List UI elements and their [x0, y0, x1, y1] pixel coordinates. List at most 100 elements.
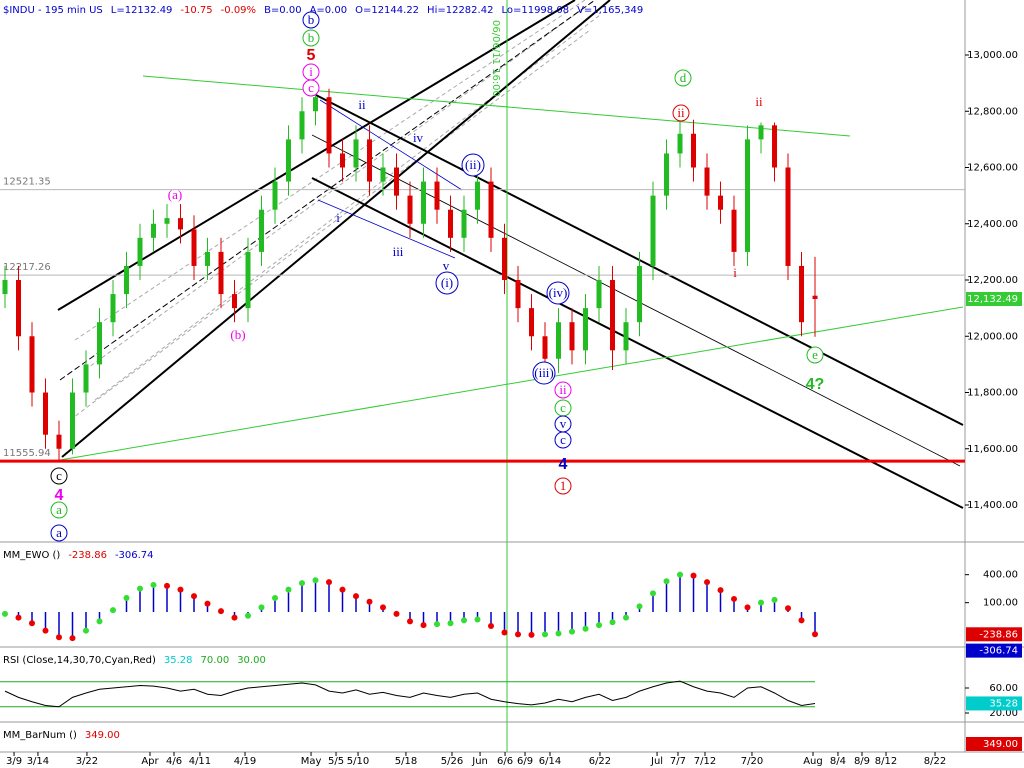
ewo-dot — [96, 618, 103, 625]
wave-label: i — [733, 265, 737, 280]
ewo-dot — [380, 604, 387, 611]
candle-body — [56, 434, 62, 449]
ewo-dot — [758, 599, 765, 606]
y-tick-label: 400.00 — [983, 570, 1018, 581]
x-tick-label: Jul — [650, 756, 663, 767]
ewo-dot — [623, 614, 630, 621]
candle-body — [758, 125, 764, 140]
wave-circle — [461, 153, 485, 177]
ewo-dot — [326, 579, 333, 586]
ewo-dot — [231, 614, 238, 621]
wave-label: (iv) — [549, 285, 568, 300]
header-item: L=12132.49 — [111, 5, 173, 16]
panel-title: MM_EWO () — [3, 550, 60, 561]
wave-circle — [554, 381, 572, 399]
price-tag — [966, 291, 1022, 306]
y-tick-label: 20.00 — [989, 708, 1018, 719]
x-tick-label: 3/22 — [76, 756, 98, 767]
candle-body — [15, 280, 21, 337]
ewo-dot — [28, 620, 35, 627]
candle-body — [204, 251, 210, 266]
candle-body — [367, 139, 373, 182]
wave-label: 4? — [806, 376, 825, 393]
header-item: A=0.00 — [310, 5, 348, 16]
y-tick-label: 12,400.00 — [967, 219, 1018, 230]
ewo-dot — [447, 620, 454, 627]
ewo-dot — [312, 577, 319, 584]
candle-body — [29, 336, 35, 393]
panel-title: RSI (Close,14,30,70,Cyan,Red) — [3, 655, 156, 666]
candle-body — [123, 265, 129, 295]
candle-body — [96, 322, 102, 365]
candle-body — [231, 294, 237, 309]
ewo-dot — [123, 595, 130, 602]
wave-circle — [50, 467, 68, 485]
y-tick-label: 12,200.00 — [967, 275, 1018, 286]
candle-body — [83, 364, 89, 393]
ewo-dot — [285, 586, 292, 593]
x-tick-label: 5/5 — [328, 756, 344, 767]
x-tick-label: Aug — [803, 756, 823, 767]
ewo-dot — [690, 572, 697, 579]
header-item: Lo=11998.08 — [501, 5, 569, 16]
wave-label: 1 — [560, 478, 567, 493]
ewo-dot — [339, 586, 346, 593]
ewo-dot — [190, 593, 197, 600]
header-item: Hi=12282.42 — [427, 5, 493, 16]
wave-label: ii — [677, 105, 685, 120]
level-label: 12521.35 — [3, 177, 51, 188]
ewo-dot — [785, 605, 792, 612]
price-tag-label: 12,132.49 — [967, 294, 1018, 305]
candle-body — [313, 97, 319, 112]
ewo-dot — [217, 608, 224, 615]
channel-dashes — [69, 0, 601, 421]
candle-body — [745, 139, 751, 252]
x-tick-label: 4/11 — [189, 756, 211, 767]
wave-circle — [435, 271, 459, 295]
ewo-dot — [353, 593, 360, 600]
ewo-dot — [69, 635, 76, 642]
x-tick-label: 6/14 — [539, 756, 561, 767]
x-tick-label: 8/22 — [924, 756, 946, 767]
ewo-dot — [650, 590, 657, 597]
header-item: O=12144.22 — [355, 5, 419, 16]
wave-circle — [302, 11, 320, 29]
ewo-dot — [1, 610, 8, 617]
candle-body — [691, 133, 697, 168]
wave-circle — [50, 524, 68, 542]
candle-body — [110, 294, 116, 323]
candle-body — [623, 322, 629, 351]
wedge-upper — [319, 99, 463, 191]
ewo-dot — [515, 631, 522, 638]
down-channel-lower — [311, 177, 964, 509]
ewo-dot — [204, 600, 211, 607]
ewo-dot — [717, 587, 724, 594]
candle-body — [475, 181, 481, 210]
candle-body — [137, 237, 143, 266]
header-item: -10.75 — [180, 5, 212, 16]
candle-body — [272, 181, 278, 210]
wave-circle — [674, 69, 692, 87]
ewo-dot — [366, 598, 373, 605]
candle-body — [704, 167, 710, 196]
down-channel-mid — [311, 134, 961, 467]
ewo-dot — [731, 595, 738, 602]
panel-header: MM_EWO () -238.86 -306.74 — [3, 550, 154, 561]
ewo-dot — [82, 627, 89, 634]
wave-circle — [302, 29, 320, 47]
ewo-dot — [771, 596, 778, 603]
y-tick-label: 12,000.00 — [967, 331, 1018, 342]
ewo-dot — [461, 617, 468, 624]
y-tick-label: 11,600.00 — [967, 444, 1018, 455]
readout: -306.74 — [115, 550, 154, 561]
x-tick-label: Apr — [141, 756, 159, 767]
candle-body — [259, 209, 265, 252]
ewo-dot — [299, 580, 306, 587]
wave-circle — [806, 346, 824, 364]
wave-circle — [554, 477, 572, 495]
ewo-dot — [744, 604, 751, 611]
wave-label: ii — [559, 382, 567, 397]
ewo-dot — [812, 631, 819, 638]
candle-body — [461, 209, 467, 238]
